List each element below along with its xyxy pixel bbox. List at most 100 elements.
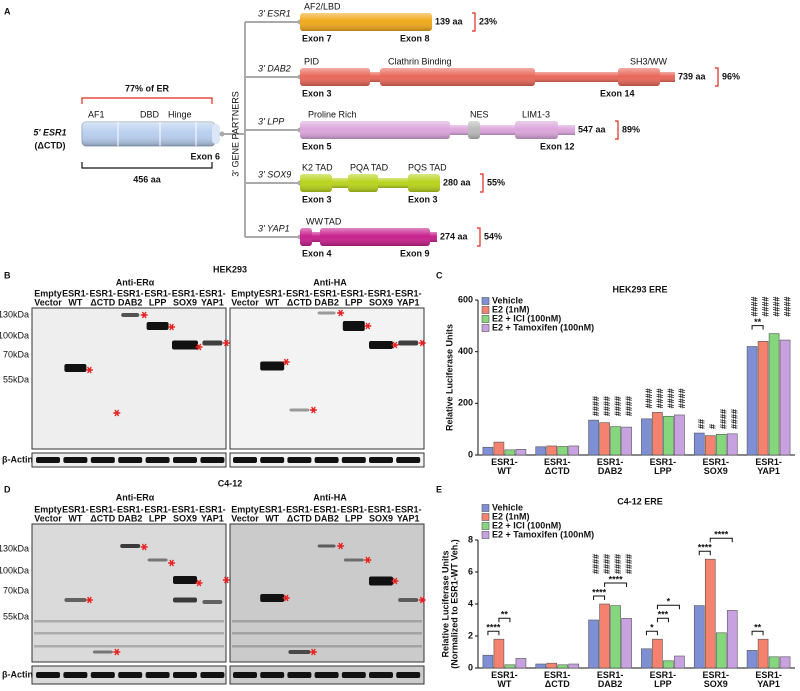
- blot-image: [229, 307, 425, 450]
- actin-band: [260, 457, 285, 463]
- bar: [568, 663, 580, 669]
- significance-hash: ####: [644, 388, 654, 408]
- y-axis-label: Relative Luciferase Units: [444, 324, 454, 431]
- actin-band: [173, 457, 197, 463]
- bar: [726, 610, 738, 669]
- actin-band: [260, 672, 285, 678]
- actin-band: [369, 672, 393, 678]
- actin-band: [36, 457, 60, 463]
- percent-label: 77% of ER: [125, 83, 170, 93]
- significance-hash: ####: [760, 297, 770, 317]
- x-tick-label: ESR1-LPP: [650, 457, 677, 476]
- bar: [493, 441, 505, 456]
- lane-label: ESR1-: [313, 504, 340, 514]
- antibody-label: Anti-HA: [313, 277, 347, 287]
- significance-hash: ####: [591, 554, 601, 574]
- band-asterisk: [418, 339, 426, 347]
- exon-label: Exon 7: [302, 33, 332, 43]
- lane-label: LPP: [149, 297, 167, 307]
- actin-band: [118, 457, 143, 463]
- blot-band: [342, 321, 365, 331]
- lane-label: SOX9: [369, 513, 393, 523]
- panel-label: E: [436, 484, 442, 494]
- actin-band: [63, 457, 88, 463]
- legend-label: E2 + ICI (100nM): [492, 520, 561, 530]
- legend-swatch: [481, 513, 490, 521]
- band-asterisk: [364, 322, 372, 330]
- bar: [674, 655, 685, 669]
- actin-band: [233, 672, 257, 678]
- lane-label: ESR1-: [395, 288, 422, 298]
- blot-band: [288, 650, 311, 654]
- actin-band: [314, 672, 339, 678]
- actin-band: [145, 457, 170, 463]
- blot-band: [369, 341, 393, 349]
- y-tick-label: 0: [468, 662, 473, 672]
- blot-title: HEK293: [213, 264, 247, 274]
- blot-image: [31, 307, 227, 450]
- bar: [535, 663, 547, 669]
- lane-label: WT: [265, 513, 279, 523]
- red-bracket: [480, 173, 484, 193]
- legend-label: E2 (1nM): [492, 511, 530, 521]
- marker-label: 100kDa: [0, 565, 29, 575]
- exon-label: Exon 8: [400, 33, 430, 43]
- length-label: 274 aa: [440, 231, 469, 241]
- lane-label: Empty: [231, 288, 259, 298]
- lane-label: Vector: [231, 297, 259, 307]
- protein-domain-sheen: [300, 68, 370, 86]
- protein-domain-sheen: [515, 121, 558, 139]
- significance-hash: ####: [613, 554, 623, 574]
- significance-stars: *: [650, 623, 654, 633]
- band-asterisk: [222, 339, 230, 347]
- band-asterisk: [85, 366, 93, 374]
- protein-domain-sheen: [348, 174, 378, 192]
- exon-label: Exon 3: [302, 88, 332, 98]
- length-label: 139 aa: [435, 16, 464, 26]
- lane-label: ESR1-: [286, 288, 313, 298]
- bar: [715, 434, 727, 456]
- lane-label: DAB2: [314, 513, 339, 523]
- domain-label: PID: [304, 56, 320, 66]
- bar: [482, 446, 494, 456]
- band-asterisk: [391, 341, 399, 349]
- exon-label: Exon 3: [408, 194, 438, 204]
- legend-swatch: [481, 315, 490, 323]
- lane-label: ESR1-: [90, 288, 117, 298]
- actin-band: [173, 672, 197, 678]
- marker-label: 55kDa: [3, 374, 29, 384]
- bar: [768, 333, 780, 456]
- bar: [588, 619, 599, 669]
- bar: [757, 638, 769, 669]
- protein-domain-sheen: [320, 228, 430, 246]
- legend-swatch: [481, 297, 490, 305]
- loading-label: β-Actin: [2, 454, 33, 464]
- lane-label: LPP: [345, 297, 363, 307]
- blot-band: [289, 408, 310, 412]
- bar: [768, 656, 780, 669]
- length-label: 547 aa: [578, 124, 607, 134]
- bar: [546, 662, 558, 669]
- red-bracket: [615, 120, 619, 140]
- lane-label: ESR1-: [144, 288, 171, 298]
- lane-label: WT: [68, 297, 82, 307]
- lane-label: ESR1-: [90, 504, 117, 514]
- bar: [693, 432, 705, 456]
- actin-band: [90, 672, 115, 678]
- protein-domain-sheen: [300, 228, 312, 246]
- lane-label: YAP1: [201, 513, 224, 523]
- exon-label: Exon 3: [302, 194, 332, 204]
- lane-label: Vector: [34, 513, 62, 523]
- significance-hash: ####: [771, 297, 781, 317]
- blot-band: [398, 598, 419, 602]
- y-tick-label: 400: [458, 346, 473, 356]
- bar: [515, 449, 527, 456]
- actin-band: [200, 457, 225, 463]
- lane-label: ESR1-: [199, 288, 226, 298]
- red-bracket: [81, 97, 213, 104]
- bar: [704, 558, 716, 669]
- lane-label: DAB2: [118, 297, 143, 307]
- significance-hash: ####: [730, 409, 740, 429]
